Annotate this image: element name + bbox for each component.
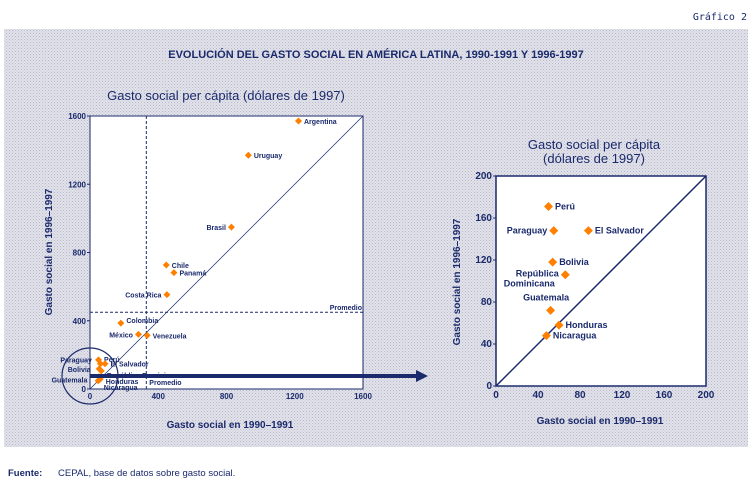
y-tick-label: 400 xyxy=(73,317,87,326)
point-label: Uruguay xyxy=(254,153,283,160)
point-label: Panamá xyxy=(179,271,206,278)
chart-title: EVOLUCIÓN DEL GASTO SOCIAL EN AMÉRICA LA… xyxy=(168,48,583,61)
point-label: Perú xyxy=(555,201,575,211)
data-point xyxy=(134,330,142,338)
y-tick-label: 160 xyxy=(475,213,492,224)
zoom-scatter-chart: Gasto social per cápita (dólares de 1997… xyxy=(452,137,715,427)
data-point xyxy=(227,223,235,231)
y-tick-label: 1600 xyxy=(68,112,86,121)
data-point xyxy=(544,201,553,211)
right-x-axis-label: Gasto social en 1990–1991 xyxy=(537,416,664,427)
average-label-y: Promedio xyxy=(330,305,362,312)
data-point xyxy=(163,291,171,299)
figure-number: Gráfico 2 xyxy=(693,11,747,23)
data-point xyxy=(94,377,102,385)
point-label: Guatemala xyxy=(52,378,88,385)
data-point xyxy=(541,331,551,341)
point-label: Brasil xyxy=(206,225,226,232)
point-label: Venezuela xyxy=(153,333,187,340)
point-label: Costa Rica xyxy=(125,293,161,300)
source-label: Fuente: xyxy=(8,468,42,479)
data-point xyxy=(554,320,564,330)
point-label: El Salvador xyxy=(111,362,149,369)
point-label: México xyxy=(109,332,133,339)
x-tick-label: 160 xyxy=(656,390,673,401)
point-label: Paraguay xyxy=(60,358,92,365)
point-label: Perú xyxy=(104,357,120,364)
point-label: Chile xyxy=(172,263,189,270)
x-tick-label: 1600 xyxy=(354,392,372,401)
point-label: Honduras xyxy=(566,320,608,330)
average-label-x: Promedio xyxy=(149,380,181,387)
x-tick-label: 1200 xyxy=(286,392,304,401)
y-tick-label: 0 xyxy=(486,381,492,392)
x-tick-label: 400 xyxy=(152,392,166,401)
point-label: Guatemala xyxy=(523,292,570,302)
left-subtitle: Gasto social per cápita (dólares de 1997… xyxy=(107,88,345,103)
data-point xyxy=(548,257,558,267)
right-y-axis-label: Gasto social en 1996–1997 xyxy=(452,218,463,345)
data-point xyxy=(244,151,252,159)
point-label: Honduras xyxy=(106,379,139,386)
data-point xyxy=(96,360,104,368)
point-label: Bolivia xyxy=(68,367,91,374)
point-label: Nicaragua xyxy=(553,331,598,341)
y-tick-label: 1200 xyxy=(68,180,86,189)
data-point xyxy=(143,331,151,339)
point-label: Bolivia xyxy=(559,257,590,267)
y-tick-label: 0 xyxy=(82,385,87,394)
y-tick-label: 40 xyxy=(481,339,493,350)
x-tick-label: 800 xyxy=(220,392,234,401)
data-point xyxy=(549,226,559,236)
data-point xyxy=(162,261,170,269)
diagonal-line xyxy=(89,115,364,390)
data-point xyxy=(170,269,178,277)
main-scatter-chart: Gasto social per cápita (dólares de 1997… xyxy=(44,88,372,431)
point-label: Colombia xyxy=(126,318,158,325)
left-x-axis-label: Gasto social en 1990–1991 xyxy=(167,420,294,431)
x-tick-label: 200 xyxy=(698,390,715,401)
y-tick-label: 800 xyxy=(73,249,87,258)
point-label: Nicaragua xyxy=(104,385,138,392)
point-label: Argentina xyxy=(304,119,337,126)
zoom-arrow-head xyxy=(416,370,428,382)
data-point xyxy=(97,367,105,375)
x-tick-label: 120 xyxy=(614,390,631,401)
right-subtitle-line2: (dólares de 1997) xyxy=(543,151,645,166)
y-tick-label: 80 xyxy=(481,297,493,308)
x-tick-label: 40 xyxy=(532,390,544,401)
data-point xyxy=(560,270,570,280)
x-tick-label: 80 xyxy=(574,390,586,401)
point-label: República Dominicana xyxy=(504,269,560,289)
point-label: Paraguay xyxy=(507,226,548,236)
y-tick-label: 120 xyxy=(475,255,492,266)
data-point xyxy=(583,226,593,236)
data-point xyxy=(117,319,125,327)
x-tick-label: 0 xyxy=(493,390,499,401)
right-subtitle-line1: Gasto social per cápita xyxy=(528,137,661,152)
data-point xyxy=(295,117,303,125)
y-tick-label: 200 xyxy=(475,171,492,182)
diagonal-line xyxy=(495,175,707,387)
source-text: CEPAL, base de datos sobre gasto social. xyxy=(58,468,235,479)
data-point xyxy=(101,360,109,368)
x-tick-label: 0 xyxy=(88,392,93,401)
data-point xyxy=(546,305,556,315)
left-y-axis-label: Gasto social en 1996–1997 xyxy=(44,188,55,315)
point-label: El Salvador xyxy=(595,226,645,236)
